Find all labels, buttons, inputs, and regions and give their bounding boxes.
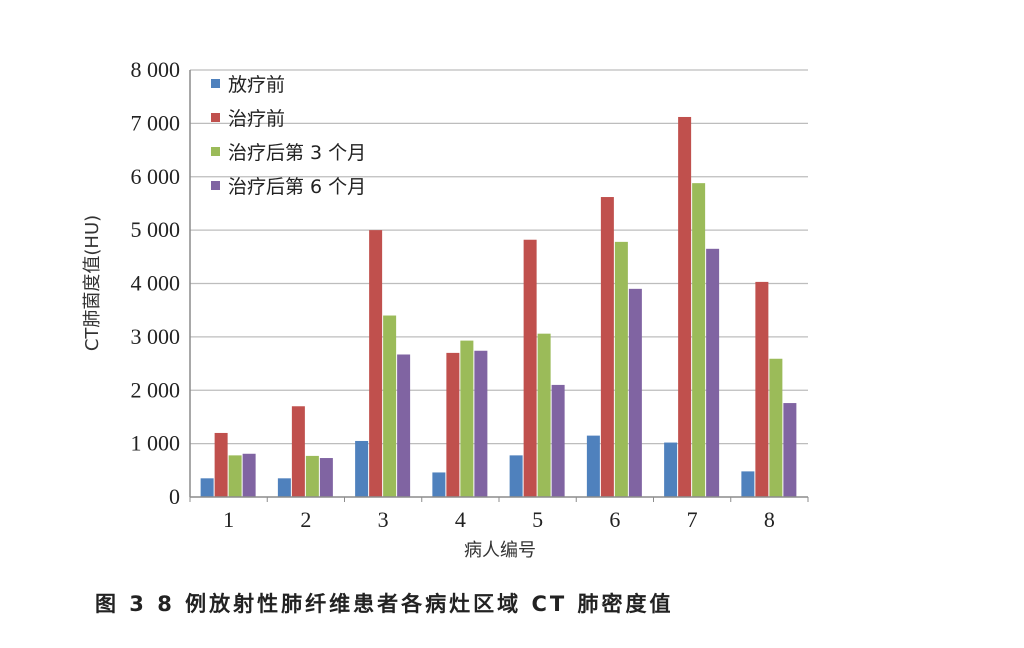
- bar: [242, 453, 256, 497]
- bar: [783, 403, 797, 497]
- grid-lines: [190, 69, 808, 445]
- bar: [551, 384, 565, 497]
- bar: [277, 478, 291, 497]
- bar: [678, 116, 692, 497]
- bars: [200, 116, 797, 498]
- x-axis-title: 病人编号: [464, 540, 536, 561]
- y-tick-label: 7 000: [131, 110, 181, 135]
- bar: [397, 354, 411, 497]
- bar: [460, 340, 474, 497]
- bar: [537, 333, 551, 497]
- bar: [474, 350, 488, 497]
- legend-swatch: [211, 113, 220, 122]
- y-tick-label: 8 000: [131, 57, 181, 82]
- legend-label: 治疗前: [228, 108, 285, 130]
- bar: [355, 440, 369, 497]
- y-tick-label: 1 000: [131, 431, 181, 456]
- axes: 0 1 000 2 000 3 000 4 000 5 000 6 000 7 000 8 00…: [131, 57, 809, 532]
- bar: [383, 315, 397, 497]
- bar: [586, 435, 600, 497]
- bar: [706, 248, 720, 497]
- bar: [600, 197, 614, 497]
- y-tick-label: 3 000: [131, 324, 181, 349]
- y-tick-label: 5 000: [131, 217, 181, 242]
- bar: [769, 358, 783, 497]
- bar: [523, 239, 537, 498]
- y-tick-label: 2 000: [131, 377, 181, 402]
- x-tick-label: 5: [532, 507, 543, 532]
- x-tick-label: 7: [687, 507, 698, 532]
- bar: [228, 455, 242, 497]
- legend-label: 治疗后第 6 个月: [228, 176, 366, 198]
- bar: [509, 455, 523, 497]
- bar: [291, 406, 305, 497]
- legend-swatch: [211, 147, 220, 156]
- y-tick-label: 4 000: [131, 271, 181, 296]
- y-tick-label: 0: [169, 484, 180, 509]
- bar: [305, 455, 319, 497]
- x-tick-label: 6: [609, 507, 620, 532]
- bar: [741, 471, 755, 497]
- bar: [692, 183, 706, 497]
- legend-label: 治疗后第 3 个月: [228, 142, 366, 164]
- bar: [214, 432, 228, 497]
- bar: [628, 288, 642, 497]
- bar: [369, 230, 383, 497]
- legend-label: 放疗前: [228, 74, 285, 96]
- x-tick-label: 3: [378, 507, 389, 532]
- x-tick-label: 4: [455, 507, 466, 532]
- bar: [319, 458, 333, 497]
- x-tick-label: 1: [223, 507, 234, 532]
- bar: [755, 281, 769, 497]
- legend-swatch: [211, 79, 220, 88]
- x-tick-label: 2: [300, 507, 311, 532]
- bar: [446, 352, 460, 497]
- y-axis-title: CT肺菌度值(HU): [82, 215, 103, 351]
- bar: [200, 478, 214, 497]
- bar: [432, 472, 446, 497]
- y-tick-label: 6 000: [131, 164, 181, 189]
- bar: [664, 442, 678, 497]
- x-tick-label: 8: [764, 507, 775, 532]
- legend-swatch: [211, 181, 220, 190]
- figure-caption: 图 3 8 例放射性肺纤维患者各病灶区域 CT 肺密度值: [95, 592, 674, 616]
- bar: [614, 241, 628, 497]
